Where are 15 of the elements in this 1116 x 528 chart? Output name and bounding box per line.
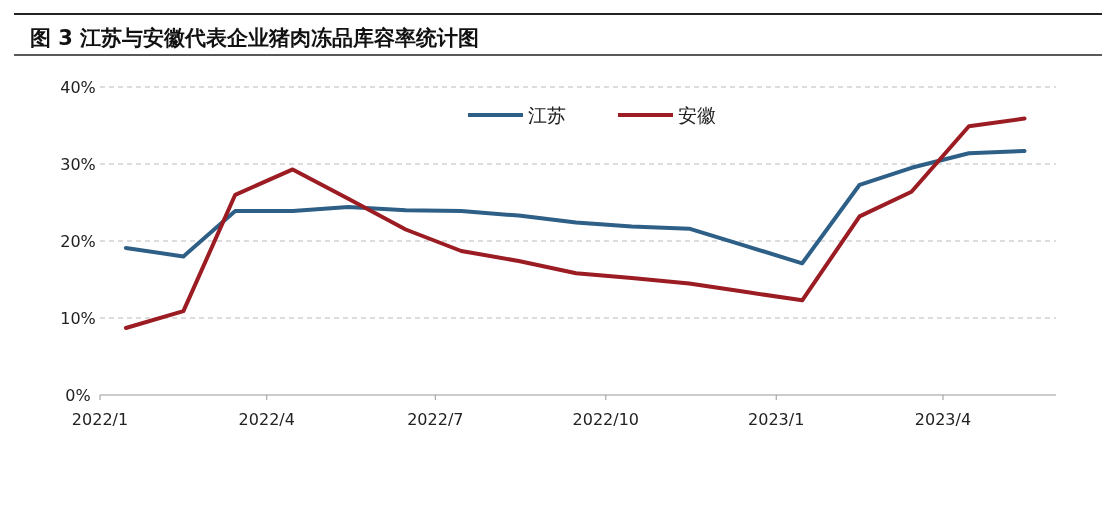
x-tick-label: 2022/10	[572, 410, 640, 429]
x-tick-label: 2022/4	[238, 410, 295, 429]
x-tick-label: 2023/4	[914, 410, 972, 429]
y-tick-label: 10%	[60, 309, 96, 328]
legend-label: 安徽	[678, 104, 716, 126]
x-tick-label: 2023/1	[748, 410, 805, 429]
chart-title: 图 3 江苏与安徽代表企业猪肉冻品库容率统计图	[30, 26, 480, 50]
legend-label: 江苏	[528, 104, 566, 126]
line-series	[123, 148, 1027, 266]
y-tick-label: 40%	[60, 78, 96, 97]
y-tick-label: 0%	[65, 386, 91, 405]
y-tick-label: 20%	[60, 232, 96, 251]
x-tick-label: 2022/1	[71, 410, 129, 429]
x-tick-label: 2022/7	[407, 410, 464, 429]
y-tick-label: 30%	[60, 155, 96, 174]
